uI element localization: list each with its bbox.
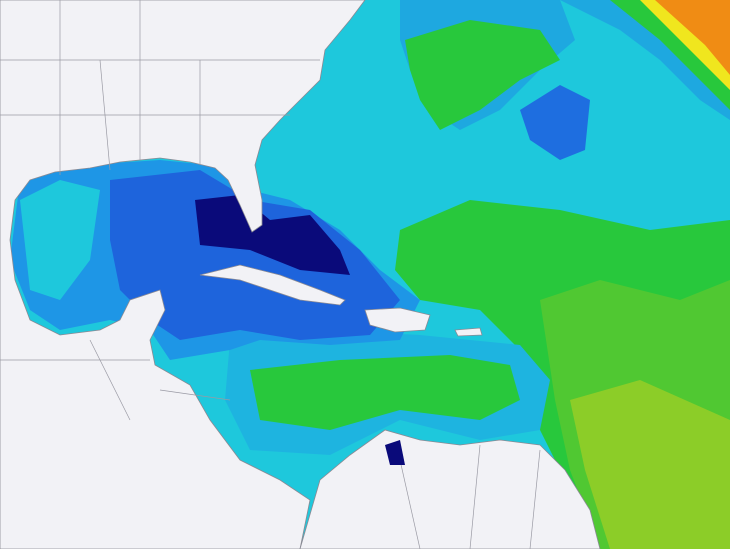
land <box>0 0 366 549</box>
island <box>454 327 483 337</box>
country-border <box>399 444 541 549</box>
wave-zone <box>405 20 560 130</box>
wave-zone <box>385 440 405 465</box>
wave-zone <box>195 195 350 275</box>
wave-zone <box>570 380 730 549</box>
wave-zone <box>655 0 730 75</box>
wave-zone <box>250 355 520 430</box>
wave-zone <box>20 180 100 300</box>
island <box>364 307 431 333</box>
wave-zone <box>520 85 590 160</box>
state-border <box>0 0 320 421</box>
island <box>199 264 346 306</box>
land <box>299 429 601 549</box>
